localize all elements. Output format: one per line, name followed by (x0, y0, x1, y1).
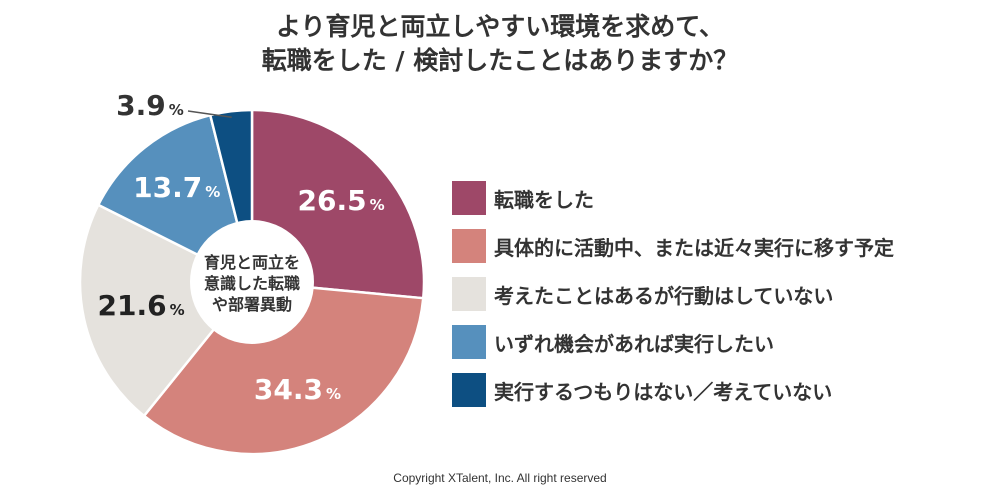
legend-swatch (452, 181, 486, 215)
center-label-line: 意識した転職 (204, 274, 300, 293)
title-line-2: 転職をした / 検討したことはありますか？ (261, 46, 739, 75)
slice-value-label: 3.9% (116, 89, 184, 122)
slice-value-label: 34.3% (254, 373, 341, 406)
copyright-text: Copyright XTalent, Inc. All right reserv… (393, 471, 607, 485)
legend-swatch (452, 325, 486, 359)
leader-line (187, 110, 232, 118)
legend-label: 考えたことはあるが行動はしていない (494, 283, 834, 308)
center-label-line: や部署異動 (212, 295, 292, 314)
legend-label: 具体的に活動中、または近々実行に移す予定 (494, 235, 894, 260)
slice-value-label: 21.6% (97, 289, 184, 322)
legend-label: いずれ機会があれば実行したい (494, 331, 774, 356)
pie-slice (78, 203, 254, 418)
legend-label: 転職をした (494, 187, 594, 212)
donut-hole (190, 220, 314, 344)
slice-value-label: 26.5% (297, 184, 384, 217)
chart-title: より育児と両立しやすい環境を求めて、 転職をした / 検討したことはありますか？ (0, 10, 1000, 78)
legend-item: 具体的に活動中、または近々実行に移す予定 (452, 222, 992, 270)
legend-swatch (452, 229, 486, 263)
legend: 転職をした具体的に活動中、または近々実行に移す予定 考えたことはあるが行動はしてい… (452, 174, 992, 414)
legend-item: 実行するつもりはない／考えていない (452, 366, 992, 414)
legend-swatch (452, 277, 486, 311)
legend-item: 転職をした (452, 174, 992, 222)
pie-slice (142, 280, 425, 456)
legend-swatch (452, 373, 486, 407)
title-line-1: より育児と両立しやすい環境を求めて、 (275, 12, 724, 41)
legend-item: 考えたことはあるが行動はしていない (452, 270, 992, 318)
legend-label: 実行するつもりはない／考えていない (494, 379, 833, 404)
slice-value-label: 13.7% (133, 171, 220, 204)
legend-item: いずれ機会があれば実行したい (452, 318, 992, 366)
center-label-line: 育児と両立を (204, 253, 300, 272)
